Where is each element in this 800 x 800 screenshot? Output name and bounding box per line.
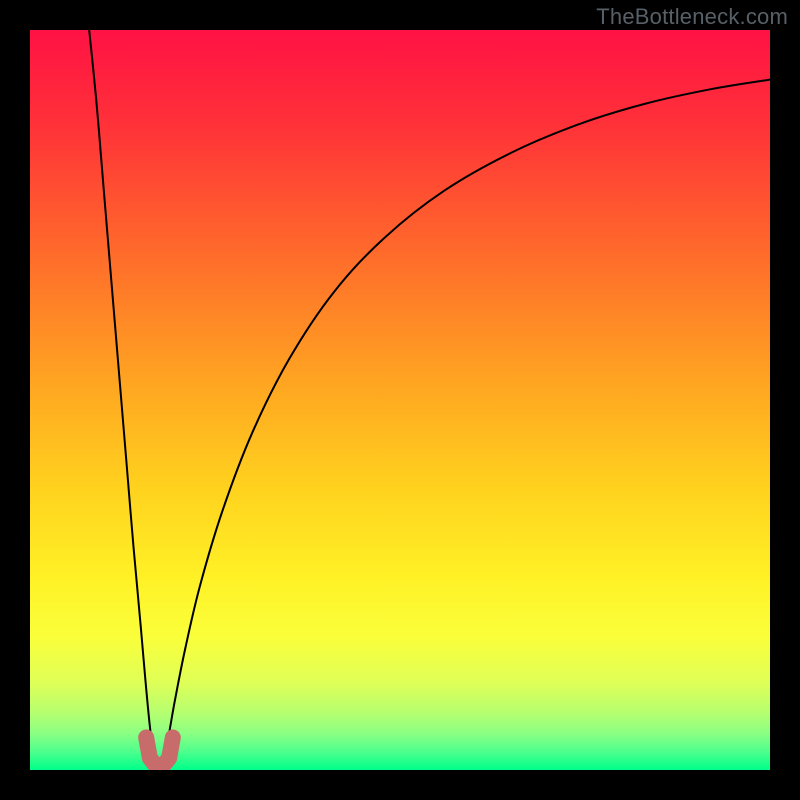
plot-area-background xyxy=(30,30,770,770)
bottleneck-curve-chart xyxy=(0,0,800,800)
chart-stage: TheBottleneck.com xyxy=(0,0,800,800)
